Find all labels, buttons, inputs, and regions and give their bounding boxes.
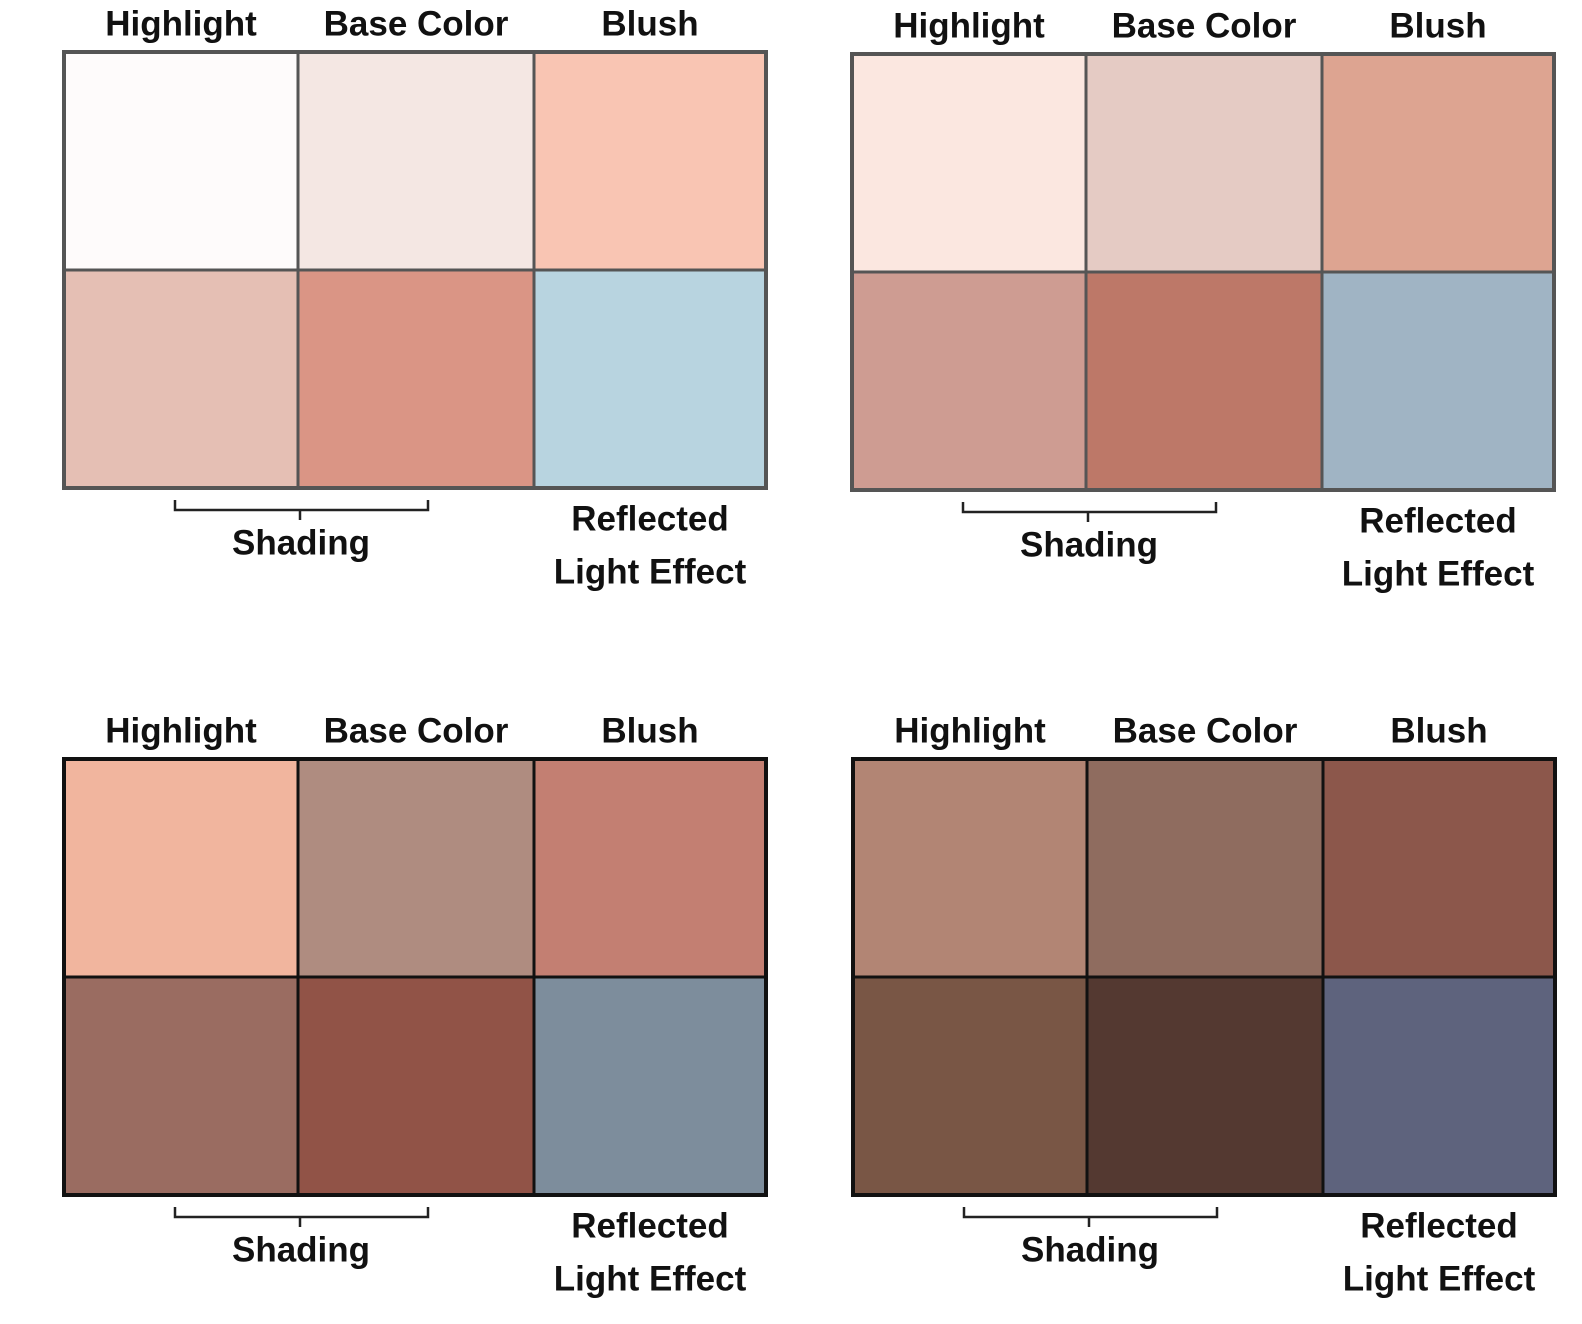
color-swatch [851, 975, 1089, 1197]
color-swatch [532, 757, 768, 979]
color-swatch [1084, 270, 1324, 492]
color-swatch [1085, 975, 1325, 1197]
column-label: Blush [1390, 711, 1487, 750]
reflected-label: Reflected [571, 499, 729, 538]
reflected-label: Light Effect [554, 552, 747, 591]
reflected-label: Light Effect [554, 1259, 747, 1298]
column-label: Highlight [894, 711, 1046, 750]
palette-border [850, 52, 1556, 492]
column-label: Base Color [1113, 711, 1298, 750]
column-label: Blush [601, 4, 698, 43]
column-label: Highlight [105, 4, 257, 43]
color-swatch [1084, 52, 1324, 274]
color-swatch [296, 975, 536, 1197]
color-swatch [1320, 52, 1556, 274]
reflected-label: Reflected [571, 1206, 729, 1245]
column-label: Blush [1389, 6, 1486, 45]
column-label: Highlight [105, 711, 257, 750]
color-swatch [296, 50, 536, 272]
color-swatch [532, 50, 768, 272]
shading-label: Shading [232, 1230, 370, 1269]
shading-bracket [962, 1207, 1219, 1227]
color-swatch [1320, 270, 1556, 492]
shading-bracket [173, 500, 430, 520]
color-swatch [62, 975, 300, 1197]
color-swatch [851, 757, 1089, 979]
color-swatch [1321, 975, 1557, 1197]
color-swatch [850, 270, 1088, 492]
column-label: Blush [601, 711, 698, 750]
color-swatch [296, 757, 536, 979]
color-swatch [1321, 757, 1557, 979]
shading-label: Shading [1020, 525, 1158, 564]
reflected-label: Light Effect [1342, 554, 1535, 593]
palette-border [851, 757, 1557, 1197]
palette-border [62, 50, 768, 490]
reflected-label: Reflected [1359, 501, 1517, 540]
shading-bracket [961, 502, 1218, 522]
shading-bracket [173, 1207, 430, 1227]
color-swatch [532, 975, 768, 1197]
shading-label: Shading [1021, 1230, 1159, 1269]
color-swatch [62, 268, 300, 490]
color-swatch [62, 757, 300, 979]
color-swatch [850, 52, 1088, 274]
reflected-label: Light Effect [1343, 1259, 1536, 1298]
color-swatch [532, 268, 768, 490]
color-swatch [296, 268, 536, 490]
shading-label: Shading [232, 523, 370, 562]
column-label: Base Color [324, 711, 509, 750]
color-swatch [62, 50, 300, 272]
palette-border [62, 757, 768, 1197]
column-label: Base Color [324, 4, 509, 43]
color-swatch [1085, 757, 1325, 979]
column-label: Highlight [893, 6, 1045, 45]
column-label: Base Color [1112, 6, 1297, 45]
reflected-label: Reflected [1360, 1206, 1518, 1245]
